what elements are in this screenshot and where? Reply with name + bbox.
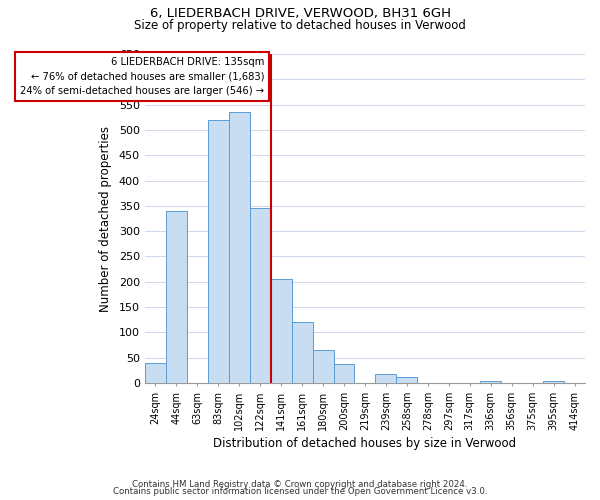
Y-axis label: Number of detached properties: Number of detached properties — [99, 126, 112, 312]
Bar — [208, 120, 229, 383]
X-axis label: Distribution of detached houses by size in Verwood: Distribution of detached houses by size … — [214, 437, 517, 450]
Bar — [229, 112, 250, 383]
Bar — [334, 364, 355, 383]
Bar — [313, 350, 334, 383]
Bar — [271, 280, 292, 383]
Text: Contains public sector information licensed under the Open Government Licence v3: Contains public sector information licen… — [113, 487, 487, 496]
Bar — [292, 322, 313, 383]
Bar — [480, 380, 501, 383]
Text: Size of property relative to detached houses in Verwood: Size of property relative to detached ho… — [134, 18, 466, 32]
Bar — [145, 363, 166, 383]
Text: 6 LIEDERBACH DRIVE: 135sqm
← 76% of detached houses are smaller (1,683)
24% of s: 6 LIEDERBACH DRIVE: 135sqm ← 76% of deta… — [20, 56, 265, 96]
Text: Contains HM Land Registry data © Crown copyright and database right 2024.: Contains HM Land Registry data © Crown c… — [132, 480, 468, 489]
Text: 6, LIEDERBACH DRIVE, VERWOOD, BH31 6GH: 6, LIEDERBACH DRIVE, VERWOOD, BH31 6GH — [149, 8, 451, 20]
Bar — [543, 380, 564, 383]
Bar — [250, 208, 271, 383]
Bar — [397, 377, 418, 383]
Bar — [376, 374, 397, 383]
Bar — [166, 211, 187, 383]
